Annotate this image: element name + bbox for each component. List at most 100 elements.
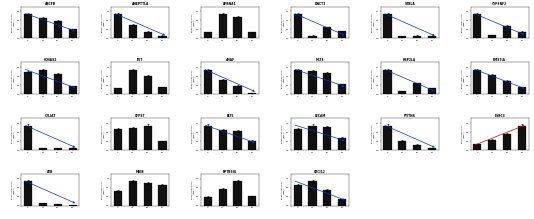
Bar: [204, 70, 212, 94]
Bar: [294, 185, 302, 206]
Bar: [159, 141, 167, 150]
Bar: [24, 125, 32, 150]
Title: CRCI12: CRCI12: [314, 170, 326, 174]
Bar: [309, 71, 317, 94]
Bar: [383, 125, 391, 150]
Bar: [518, 32, 526, 39]
Title: ABCFB: ABCFB: [45, 2, 56, 6]
Title: MLTS: MLTS: [316, 58, 324, 62]
Bar: [383, 14, 391, 39]
Bar: [413, 35, 421, 39]
Bar: [218, 79, 227, 94]
Bar: [383, 70, 391, 94]
Bar: [518, 125, 526, 150]
Bar: [233, 131, 241, 150]
Title: FTITNS: FTITNS: [404, 114, 416, 118]
Bar: [398, 141, 406, 150]
Y-axis label: Relative expression
(mRNA): Relative expression (mRNA): [372, 69, 374, 88]
Y-axis label: Relative expression
(mRNA): Relative expression (mRNA): [12, 125, 15, 143]
Bar: [54, 21, 62, 39]
Title: CYPSNF2: CYPSNF2: [492, 2, 507, 6]
Y-axis label: Relative expression
(mRNA): Relative expression (mRNA): [461, 69, 465, 88]
Bar: [144, 183, 152, 206]
Bar: [54, 204, 62, 206]
Bar: [68, 205, 77, 206]
Y-axis label: Relative expression
(mRNA): Relative expression (mRNA): [282, 13, 285, 32]
Bar: [114, 129, 122, 150]
Title: CTLIAT: CTLIAT: [45, 114, 56, 118]
Bar: [338, 85, 346, 94]
Bar: [488, 140, 496, 150]
Bar: [294, 129, 302, 150]
Bar: [248, 141, 256, 150]
Bar: [39, 18, 47, 39]
Y-axis label: Relative expression
(mRNA): Relative expression (mRNA): [372, 125, 374, 143]
Bar: [144, 32, 152, 39]
Title: ANEPTTLA: ANEPTTLA: [131, 2, 149, 6]
Bar: [473, 14, 482, 39]
Title: ITIT: ITIT: [137, 58, 143, 62]
Y-axis label: Relative expression
(mRNA): Relative expression (mRNA): [192, 69, 195, 88]
Title: cMAF: cMAF: [225, 58, 234, 62]
Y-axis label: Relative expression
(mRNA): Relative expression (mRNA): [12, 181, 15, 199]
Y-axis label: Relative expression
(mRNA): Relative expression (mRNA): [282, 69, 285, 88]
Title: MSIB: MSIB: [136, 170, 145, 174]
Bar: [129, 181, 137, 206]
Bar: [309, 35, 317, 39]
Bar: [68, 87, 77, 94]
Bar: [54, 74, 62, 94]
Bar: [428, 148, 436, 150]
Bar: [323, 127, 332, 150]
Bar: [413, 145, 421, 150]
Bar: [473, 70, 482, 94]
Bar: [68, 29, 77, 39]
Bar: [338, 31, 346, 39]
Bar: [114, 88, 122, 94]
Title: RMSTIA: RMSTIA: [493, 58, 506, 62]
Bar: [114, 14, 122, 39]
Bar: [233, 181, 241, 206]
Title: CFPST: CFPST: [135, 114, 145, 118]
Bar: [503, 26, 511, 39]
Bar: [309, 181, 317, 206]
Y-axis label: Relative expression
(mRNA): Relative expression (mRNA): [192, 181, 195, 199]
Bar: [68, 148, 77, 150]
Bar: [503, 81, 511, 94]
Y-axis label: Relative expression
(mRNA): Relative expression (mRNA): [372, 13, 374, 32]
Bar: [323, 73, 332, 94]
Bar: [248, 32, 256, 39]
Title: ELT5: ELT5: [226, 114, 234, 118]
Title: DNCT3: DNCT3: [315, 2, 326, 6]
Bar: [144, 125, 152, 150]
Y-axis label: Relative expression
(mRNA): Relative expression (mRNA): [192, 13, 195, 32]
Bar: [338, 199, 346, 206]
Title: CCNAS2: CCNAS2: [44, 58, 57, 62]
Bar: [503, 134, 511, 150]
Bar: [129, 70, 137, 94]
Bar: [159, 87, 167, 94]
Bar: [218, 130, 227, 150]
Bar: [488, 75, 496, 94]
Bar: [233, 86, 241, 94]
Bar: [398, 37, 406, 39]
Bar: [294, 14, 302, 39]
Bar: [159, 35, 167, 39]
Bar: [398, 91, 406, 94]
Y-axis label: Relative expression
(mRNA): Relative expression (mRNA): [192, 125, 195, 143]
Bar: [428, 88, 436, 94]
Bar: [39, 70, 47, 94]
Bar: [54, 148, 62, 150]
Bar: [39, 148, 47, 150]
Title: ATB: ATB: [47, 170, 53, 174]
Title: ESBC3: ESBC3: [494, 114, 505, 118]
Y-axis label: Relative expression
(mRNA): Relative expression (mRNA): [102, 125, 105, 143]
Bar: [204, 125, 212, 150]
Bar: [204, 32, 212, 39]
Bar: [204, 197, 212, 206]
Bar: [518, 87, 526, 94]
Bar: [24, 181, 32, 206]
Title: STBLA: STBLA: [404, 2, 415, 6]
Bar: [338, 138, 346, 150]
Y-axis label: Relative expression
(mRNA): Relative expression (mRNA): [461, 125, 465, 143]
Bar: [129, 25, 137, 39]
